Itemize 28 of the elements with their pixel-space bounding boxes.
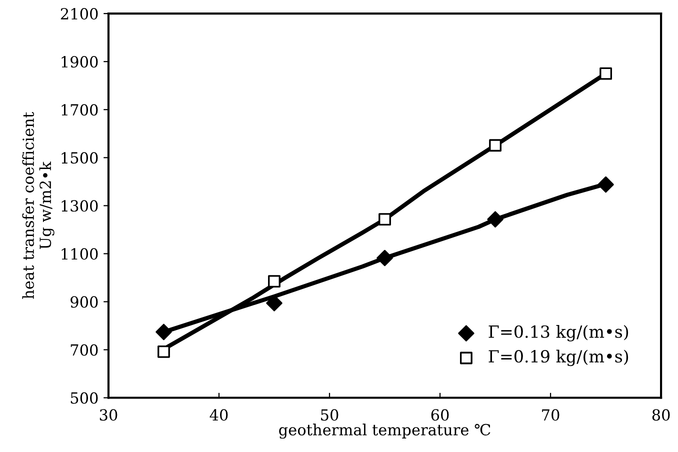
x-tick-label: 80	[652, 409, 670, 421]
y-tick-label: 500	[70, 392, 98, 404]
y-axis-title: heat transfer coefficient Ug w/m2•k	[22, 112, 54, 299]
y-tick-label: 900	[70, 296, 98, 308]
y-tick-label: 700	[70, 344, 98, 356]
y-tick-label: 1500	[62, 152, 98, 164]
point	[378, 213, 391, 226]
point	[156, 324, 172, 340]
point	[598, 176, 614, 193]
x-tick-label: 50	[321, 409, 338, 421]
point	[487, 211, 504, 228]
point	[268, 275, 280, 288]
point	[489, 139, 502, 152]
point	[158, 345, 170, 358]
point	[600, 67, 612, 80]
y-tick-label: 1900	[62, 56, 98, 68]
y-tick-label: 1300	[62, 200, 98, 212]
point	[376, 250, 393, 266]
x-tick-label: 70	[542, 409, 560, 421]
x-tick-label: 30	[100, 409, 118, 421]
x-axis-title: geothermal temperature ℃	[279, 424, 490, 439]
x-tick-label: 40	[210, 409, 228, 421]
y-tick-label: 2100	[60, 8, 98, 20]
y-tick-label: 1700	[62, 104, 98, 116]
legend-label: Γ=0.19 kg/(m•s)	[488, 350, 628, 366]
legend-label: Γ=0.13 kg/(m•s)	[488, 325, 628, 342]
y-tick-label: 1100	[62, 248, 98, 260]
x-tick-label: 60	[431, 409, 449, 421]
